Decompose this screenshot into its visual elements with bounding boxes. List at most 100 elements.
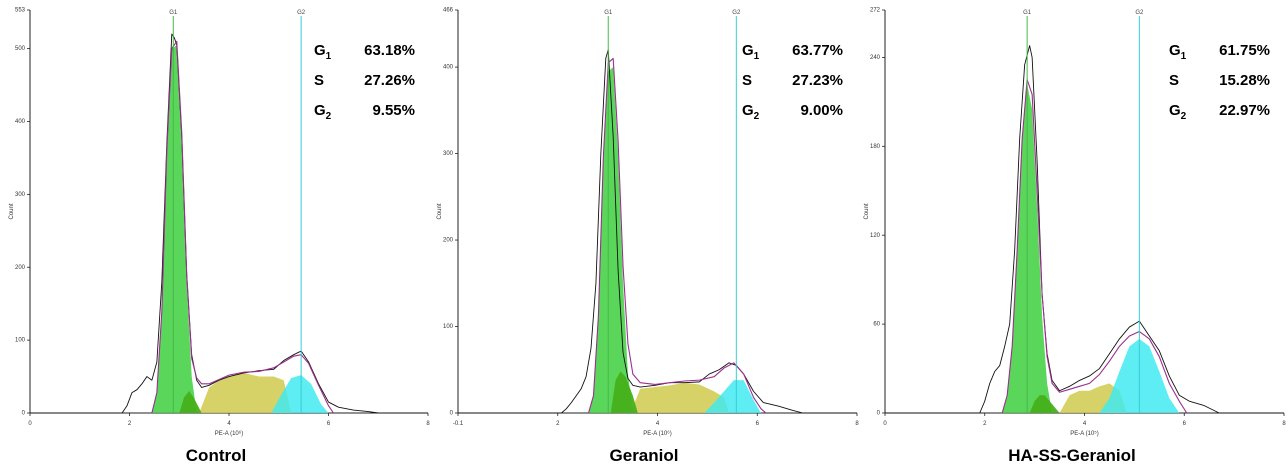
gate-label: G2 bbox=[1135, 10, 1144, 16]
y-tick-label: 60 bbox=[873, 322, 880, 328]
phase-label: G2 bbox=[314, 102, 332, 122]
y-axis-title: Count bbox=[9, 203, 15, 219]
y-tick-label: 500 bbox=[15, 46, 26, 52]
phase-percentage: 27.26% bbox=[364, 72, 415, 89]
fit-histogram-line bbox=[1001, 79, 1188, 414]
x-tick-label: 2 bbox=[128, 421, 132, 427]
y-tick-label: 0 bbox=[450, 411, 454, 417]
x-axis-title: PE-A (10⁵) bbox=[1070, 430, 1099, 437]
y-tick-label: 100 bbox=[443, 324, 454, 330]
y-tick-label: 300 bbox=[443, 151, 454, 157]
y-tick-label: 466 bbox=[443, 8, 454, 14]
phase-label: G2 bbox=[742, 102, 760, 122]
phase-label: G1 bbox=[742, 42, 760, 62]
y-tick-label: 100 bbox=[15, 338, 26, 344]
gate-label: G1 bbox=[169, 10, 178, 16]
y-tick-label: 200 bbox=[15, 265, 26, 271]
fit-histogram-line bbox=[588, 57, 767, 414]
phase-subscript: 2 bbox=[1181, 111, 1187, 122]
fit-histogram-line bbox=[151, 40, 334, 414]
raw-histogram-line bbox=[458, 49, 857, 414]
histogram-panel-1: 0 100 200 300 400 500 553 0 2 4 6 8 Count PE-A (10⁶) G… bbox=[9, 8, 430, 465]
gate-label: G2 bbox=[732, 10, 741, 16]
y-axis-title: Count bbox=[864, 203, 870, 219]
phase-subscript: 1 bbox=[1181, 51, 1187, 62]
phase-percentage: 22.97% bbox=[1219, 102, 1270, 119]
panel-caption: Geraniol bbox=[610, 446, 679, 465]
phase-name: S bbox=[742, 72, 752, 89]
phase-name: G bbox=[742, 42, 754, 59]
phase-label: S bbox=[1169, 72, 1179, 89]
y-tick-label: 240 bbox=[870, 55, 881, 61]
raw-histogram-line bbox=[30, 33, 428, 414]
gate-label: G2 bbox=[297, 10, 306, 16]
phase-percentage: 61.75% bbox=[1219, 42, 1270, 59]
y-tick-label: 553 bbox=[15, 8, 26, 14]
phase-percentage: 15.28% bbox=[1219, 72, 1270, 89]
histogram-panel-2: 0 100 200 300 400 466 -0.1 2 4 6 8 Count PE-A (10⁶) G… bbox=[437, 8, 859, 465]
phase-percentage: 9.55% bbox=[372, 102, 415, 119]
phase-label: S bbox=[742, 72, 752, 89]
phase-area-s bbox=[199, 372, 292, 413]
x-tick-label: 2 bbox=[556, 421, 560, 427]
panel-caption: Control bbox=[186, 446, 246, 465]
x-tick-label: -0.1 bbox=[453, 421, 464, 427]
x-tick-label: 4 bbox=[227, 421, 231, 427]
phase-name: G bbox=[1169, 102, 1181, 119]
y-tick-label: 180 bbox=[870, 144, 881, 150]
y-tick-label: 272 bbox=[870, 8, 881, 14]
y-tick-label: 120 bbox=[870, 233, 881, 239]
phase-percentage: 27.23% bbox=[792, 72, 843, 89]
x-axis-title: PE-A (10⁶) bbox=[215, 430, 243, 437]
phase-name: G bbox=[742, 102, 754, 119]
y-tick-label: 400 bbox=[15, 119, 26, 125]
phase-percentage: 63.18% bbox=[364, 42, 415, 59]
phase-label: G1 bbox=[1169, 42, 1187, 62]
phase-area-g2 bbox=[704, 380, 761, 413]
x-tick-label: 4 bbox=[1083, 421, 1087, 427]
phase-area-g1 bbox=[151, 44, 197, 414]
x-tick-label: 0 bbox=[28, 421, 32, 427]
x-tick-label: 6 bbox=[327, 421, 331, 427]
phase-area-s-early bbox=[179, 391, 202, 413]
phase-area-s-early bbox=[1029, 395, 1060, 413]
panel-caption: HA-SS-Geraniol bbox=[1008, 446, 1136, 465]
y-tick-label: 300 bbox=[15, 192, 26, 198]
y-tick-label: 0 bbox=[877, 411, 881, 417]
x-tick-label: 2 bbox=[983, 421, 987, 427]
phase-label: G2 bbox=[1169, 102, 1187, 122]
phase-name: S bbox=[314, 72, 324, 89]
phase-name: G bbox=[314, 42, 326, 59]
phase-subscript: 1 bbox=[754, 51, 760, 62]
phase-label: S bbox=[314, 72, 324, 89]
phase-area-g2 bbox=[271, 375, 329, 413]
gate-label: G1 bbox=[1023, 10, 1032, 16]
phase-name: S bbox=[1169, 72, 1179, 89]
phase-label: G1 bbox=[314, 42, 332, 62]
x-tick-label: 0 bbox=[883, 421, 887, 427]
x-tick-label: 8 bbox=[426, 421, 430, 427]
phase-percentage: 63.77% bbox=[792, 42, 843, 59]
phase-name: G bbox=[314, 102, 326, 119]
y-tick-label: 200 bbox=[443, 238, 454, 244]
phase-subscript: 2 bbox=[754, 111, 760, 122]
phase-percentage: 9.00% bbox=[800, 102, 843, 119]
x-tick-label: 4 bbox=[656, 421, 660, 427]
phase-name: G bbox=[1169, 42, 1181, 59]
x-tick-label: 8 bbox=[855, 421, 859, 427]
x-tick-label: 8 bbox=[1282, 421, 1286, 427]
y-axis-title: Count bbox=[437, 203, 443, 219]
phase-area-s bbox=[630, 382, 729, 413]
x-tick-label: 6 bbox=[1183, 421, 1187, 427]
x-axis-title: PE-A (10⁶) bbox=[643, 430, 671, 437]
phase-subscript: 2 bbox=[326, 111, 332, 122]
phase-area-s-early bbox=[610, 371, 638, 413]
y-tick-label: 400 bbox=[443, 65, 454, 71]
gate-label: G1 bbox=[604, 10, 613, 16]
y-tick-label: 0 bbox=[22, 411, 26, 417]
phase-subscript: 1 bbox=[326, 51, 332, 62]
raw-histogram-line bbox=[885, 45, 1284, 414]
x-tick-label: 6 bbox=[756, 421, 760, 427]
